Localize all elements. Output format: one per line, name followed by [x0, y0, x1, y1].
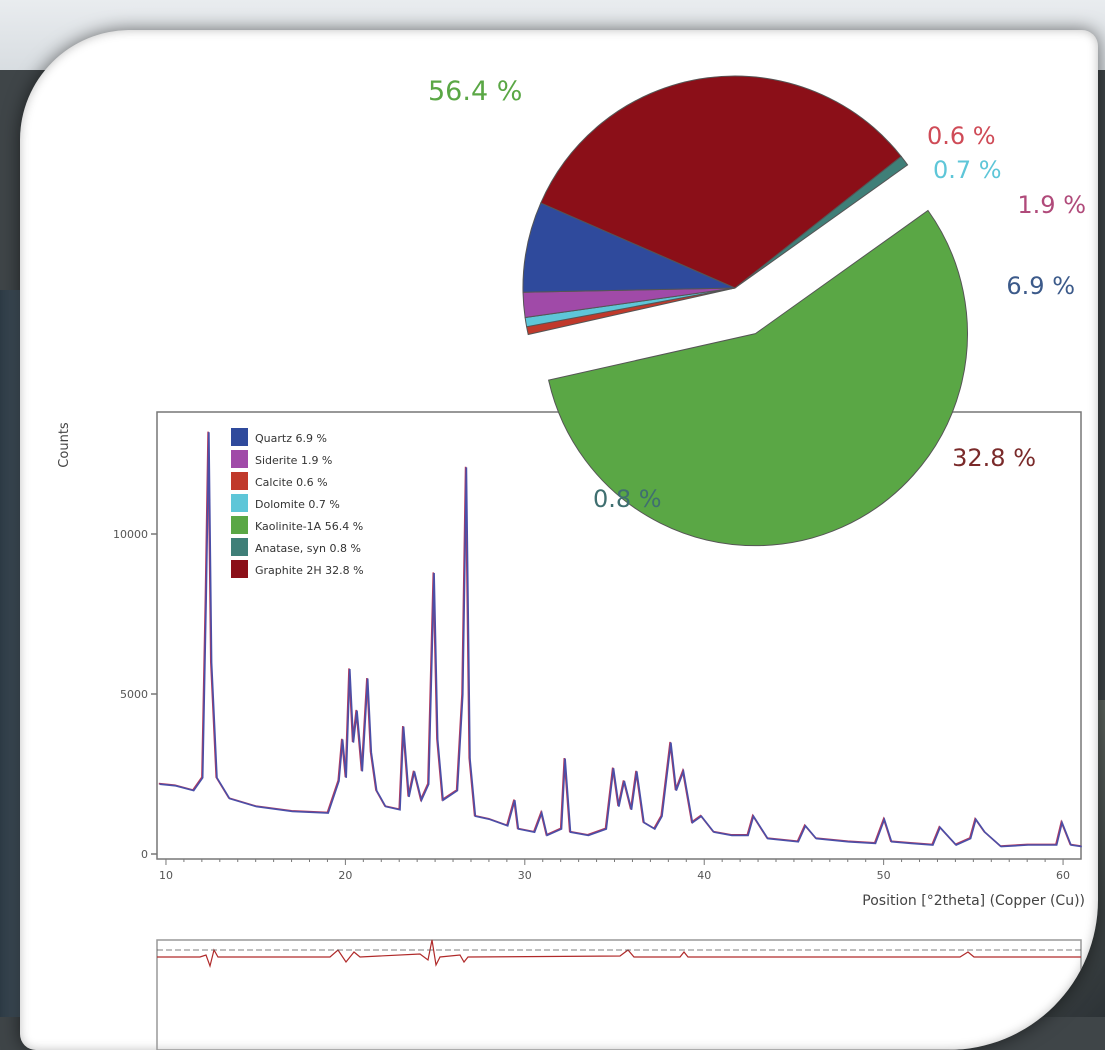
image-card: 0 5000 10000 10 20 30 40 50 60 Counts Position … — [20, 30, 1098, 1050]
xrd-pattern-line — [159, 432, 1082, 848]
series-lines — [158, 431, 1082, 848]
pie-slice-label: 0.8 % — [593, 485, 662, 513]
pie-chart — [522, 75, 968, 547]
legend-label: Quartz 6.9 % — [255, 432, 327, 445]
pie-slice-label: 1.9 % — [1017, 191, 1086, 219]
legend-swatch — [231, 516, 248, 534]
xrd-chart: 0 5000 10000 10 20 30 40 50 60 Counts Position … — [57, 411, 1085, 1050]
y-tick-label: 0 — [141, 848, 148, 861]
pie-slice — [548, 209, 968, 547]
residual-frame — [156, 939, 1082, 1050]
x-tick-label: 50 — [877, 869, 891, 882]
x-tick-label: 40 — [697, 869, 711, 882]
legend-label: Kaolinite-1A 56.4 % — [255, 520, 363, 533]
pie-slice — [540, 75, 902, 289]
legend-label: Siderite 1.9 % — [255, 454, 332, 467]
y-tick-label: 10000 — [113, 528, 148, 541]
pie-slice-label: 0.7 % — [933, 156, 1002, 184]
x-tick-label: 20 — [338, 869, 352, 882]
pie-slice-label: 6.9 % — [1006, 272, 1075, 300]
legend-label: Calcite 0.6 % — [255, 476, 328, 489]
x-axis-ticks: 10 20 30 40 50 60 — [159, 859, 1070, 882]
legend-swatch — [231, 560, 248, 578]
pie-slice — [734, 155, 909, 289]
legend-label: Dolomite 0.7 % — [255, 498, 340, 511]
x-axis-label: Position [°2theta] (Copper (Cu)) — [862, 893, 1085, 909]
y-tick-label: 5000 — [120, 688, 148, 701]
chart-canvas: 0 5000 10000 10 20 30 40 50 60 Counts Position … — [57, 75, 1086, 1050]
residual-line — [157, 939, 1081, 969]
pie-slice-label: 0.6 % — [927, 122, 996, 150]
y-axis-label: Counts — [57, 422, 72, 468]
y-axis-ticks: 0 5000 10000 — [113, 528, 157, 861]
x-tick-label: 60 — [1056, 869, 1070, 882]
legend-swatch — [231, 538, 248, 556]
x-tick-label: 10 — [159, 869, 173, 882]
legend-swatch — [231, 494, 248, 512]
pie-slice — [522, 287, 736, 319]
x-tick-label: 30 — [518, 869, 532, 882]
legend-swatch — [231, 428, 248, 446]
legend: Quartz 6.9 % Siderite 1.9 % Calcite 0.6 % D… — [231, 428, 364, 578]
legend-label: Graphite 2H 32.8 % — [255, 564, 364, 577]
legend-swatch — [231, 450, 248, 468]
pie-slice-label: 56.4 % — [428, 76, 522, 107]
legend-label: Anatase, syn 0.8 % — [255, 542, 361, 555]
pie-slice-label: 32.8 % — [952, 444, 1036, 472]
background-left-strip — [0, 290, 20, 1017]
legend-swatch — [231, 472, 248, 490]
pie-labels: 56.4 % 0.6 % 0.7 % 1.9 % 6.9 % 32.8 % 0.8 % — [428, 76, 1086, 513]
